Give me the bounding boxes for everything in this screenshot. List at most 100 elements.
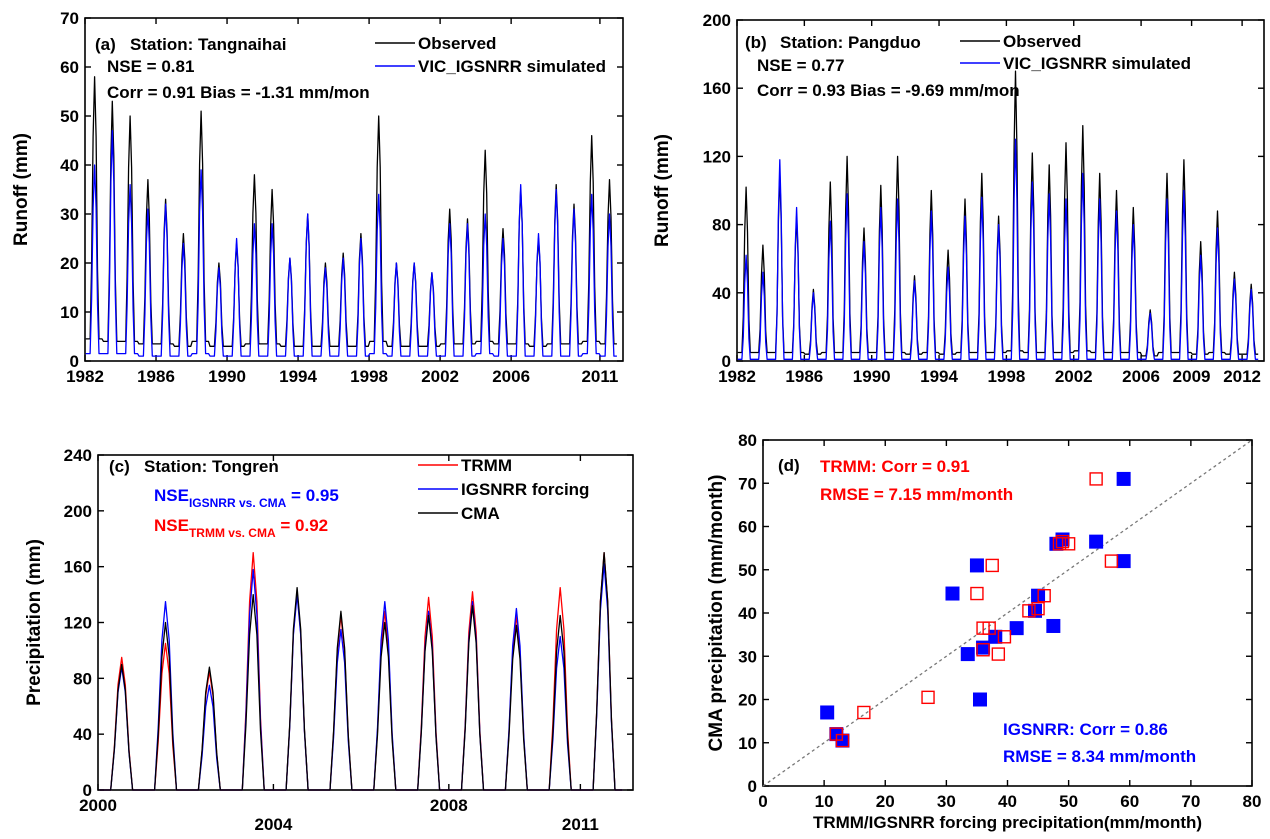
plot-frame bbox=[84, 17, 624, 362]
x-tick-label: 1982 bbox=[66, 367, 104, 386]
y-tick-label: 40 bbox=[73, 725, 92, 744]
y-tick-label: 20 bbox=[60, 254, 79, 273]
y-tick-label: 60 bbox=[738, 518, 757, 537]
scatter-point-trmm-4 bbox=[970, 586, 984, 601]
legend-label: Observed bbox=[418, 34, 496, 53]
y-tick-label: 0 bbox=[722, 352, 731, 371]
scatter-point-trmm-17 bbox=[1089, 472, 1103, 486]
legend-label: IGSNRR forcing bbox=[461, 480, 589, 499]
x-tick-label: 1986 bbox=[785, 367, 823, 386]
y-tick-label: 30 bbox=[60, 205, 79, 224]
station-annotation: Station: Pangduo bbox=[780, 33, 921, 52]
scatter-point-igsnrr-12 bbox=[1046, 618, 1061, 633]
scatter-point-trmm-11 bbox=[1022, 604, 1036, 618]
x-tick-label: 1986 bbox=[137, 367, 175, 386]
one-to-one-line bbox=[762, 439, 1253, 787]
y-tick-label: 40 bbox=[738, 604, 757, 623]
scatter-point-trmm-9 bbox=[991, 647, 1006, 661]
panel-2-axes: 0 40 80 120 160 200 240 2000 2004 2008 2011 Precipi… bbox=[24, 446, 634, 834]
trmm-stats: TRMM: Corr = 0.91 bbox=[820, 457, 970, 476]
scatter-point-trmm-16 bbox=[1061, 537, 1076, 551]
plot-frame bbox=[736, 19, 1265, 362]
x-tick-label: 20 bbox=[876, 792, 895, 811]
x-tick-label: 1982 bbox=[718, 367, 756, 386]
nse-annotation: NSE = 0.81 bbox=[107, 57, 194, 76]
legend-label: VIC_IGSNRR simulated bbox=[1003, 54, 1191, 73]
scatter-point-trmm-8 bbox=[985, 558, 999, 573]
legend-label: CMA bbox=[461, 504, 500, 523]
y-tick-label: 160 bbox=[64, 558, 92, 577]
y-tick-label: 80 bbox=[712, 216, 731, 235]
x-tick-label: 70 bbox=[1181, 792, 1200, 811]
y-axis-title: Runoff (mm) bbox=[11, 133, 32, 246]
nse-prefix: NSE bbox=[154, 516, 189, 535]
x-tick-label: 1994 bbox=[920, 367, 958, 386]
y-tick-label: 60 bbox=[60, 58, 79, 77]
y-tick-label: 200 bbox=[703, 11, 731, 30]
scatter-point-igsnrr-0 bbox=[820, 705, 835, 720]
nse-annotation: NSEIGSNRR vs. CMA = 0.95 bbox=[154, 486, 339, 510]
scatter-point-igsnrr-6 bbox=[972, 692, 987, 707]
x-axis-title: TRMM/IGSNRR forcing precipitation(mm/mon… bbox=[813, 813, 1202, 832]
x-tick-label: 2011 bbox=[562, 815, 599, 834]
y-tick-label: 80 bbox=[73, 669, 92, 688]
nse-subscript: IGSNRR vs. CMA bbox=[189, 496, 287, 510]
legend-label: Observed bbox=[1003, 32, 1081, 51]
x-tick-label: 80 bbox=[1243, 792, 1262, 811]
scatter-point-trmm-13 bbox=[1037, 589, 1051, 603]
y-tick-label: 40 bbox=[712, 284, 731, 303]
y-tick-label: 40 bbox=[60, 156, 79, 175]
y-tick-label: 0 bbox=[83, 781, 92, 800]
x-tick-label: 2004 bbox=[254, 815, 292, 834]
series-line-1-1 bbox=[737, 138, 1259, 360]
y-axis-title: Runoff (mm) bbox=[652, 134, 673, 247]
y-axis-title: Precipitation (mm) bbox=[24, 539, 45, 706]
series-line-2-2 bbox=[99, 552, 623, 791]
y-tick-label: 30 bbox=[738, 647, 757, 666]
x-tick-label: 2000 bbox=[79, 796, 117, 815]
y-tick-label: 20 bbox=[738, 691, 757, 710]
scatter-point-trmm-14 bbox=[1052, 537, 1067, 551]
x-tick-label: 2009 bbox=[1173, 367, 1211, 386]
y-tick-label: 0 bbox=[70, 352, 79, 371]
y-tick-label: 80 bbox=[738, 431, 757, 450]
legend-label: VIC_IGSNRR simulated bbox=[418, 57, 606, 76]
station-annotation: Station: Tangnaihai bbox=[130, 35, 286, 54]
series-line-0-1 bbox=[85, 130, 617, 357]
panel-0-axes: 0 10 20 30 40 50 60 70 1982 1986 1990 1994 1998 2002 2… bbox=[11, 9, 624, 386]
x-tick-label: 40 bbox=[998, 792, 1017, 811]
scatter-point-trmm-10 bbox=[997, 630, 1012, 644]
scatter-point-trmm-6 bbox=[976, 643, 990, 657]
y-tick-label: 10 bbox=[738, 734, 757, 753]
y-tick-label: 10 bbox=[60, 303, 79, 322]
y-axis-title: CMA precipitation (mm/month) bbox=[706, 475, 727, 752]
nse-annotation: NSE = 0.77 bbox=[757, 56, 844, 75]
x-tick-label: 1998 bbox=[350, 367, 388, 386]
x-tick-label: 1990 bbox=[208, 367, 246, 386]
y-tick-label: 70 bbox=[738, 474, 757, 493]
scatter-point-igsnrr-9 bbox=[1009, 621, 1024, 636]
series-line-1-0 bbox=[737, 70, 1259, 357]
nse-subscript: TRMM vs. CMA bbox=[189, 526, 276, 540]
igsnrr-rmse: RMSE = 8.34 mm/month bbox=[1003, 747, 1196, 766]
scatter-point-igsnrr-3 bbox=[945, 586, 960, 601]
x-tick-label: 2002 bbox=[1055, 367, 1093, 386]
stats-annotation: Corr = 0.91 Bias = -1.31 mm/mon bbox=[107, 83, 370, 102]
scatter-point-trmm-7 bbox=[982, 621, 996, 635]
scatter-point-trmm-3 bbox=[921, 690, 935, 705]
station-annotation: Station: Tongren bbox=[144, 457, 279, 476]
nse-value: = 0.92 bbox=[276, 516, 328, 535]
series-line-2-1 bbox=[99, 563, 623, 791]
y-tick-label: 0 bbox=[748, 777, 757, 796]
x-tick-label: 2006 bbox=[492, 367, 530, 386]
x-tick-label: 1998 bbox=[987, 367, 1025, 386]
y-tick-label: 50 bbox=[738, 561, 757, 580]
x-tick-label: 1990 bbox=[853, 367, 891, 386]
panel-label: (c) bbox=[109, 457, 130, 476]
nse-annotation: NSETRMM vs. CMA = 0.92 bbox=[154, 516, 328, 540]
panel-label: (d) bbox=[778, 456, 800, 475]
x-tick-label: 2006 bbox=[1122, 367, 1160, 386]
panel-label: (b) bbox=[745, 33, 767, 52]
x-tick-label: 2002 bbox=[421, 367, 459, 386]
